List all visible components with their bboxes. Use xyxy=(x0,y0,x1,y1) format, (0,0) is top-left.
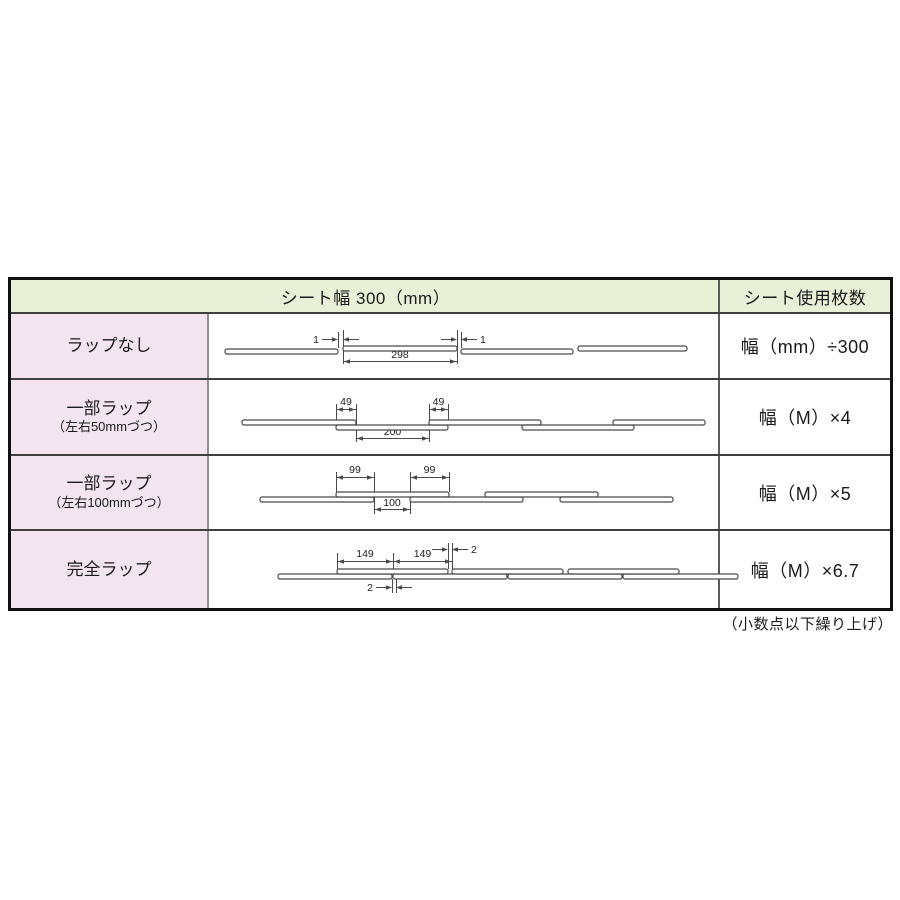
sheet-bar xyxy=(392,573,508,580)
sheet-bar xyxy=(559,496,674,503)
header-sheet-usage-label: シート使用枚数 xyxy=(743,288,867,308)
arrowhead-icon xyxy=(422,436,428,441)
gap-dimension-label: 1 xyxy=(313,334,319,346)
column-divider-usage xyxy=(718,280,720,608)
arrowhead-icon xyxy=(343,337,349,342)
row-label-partial-lap-100: 一部ラップ （左右100mmづつ） xyxy=(11,456,207,529)
arrowhead-icon xyxy=(349,407,355,412)
gap-dimension-label: 2 xyxy=(471,544,477,556)
sheet-bar xyxy=(224,348,339,355)
arrowhead-icon xyxy=(396,585,402,590)
row-sublabel-text: （左右100mmづつ） xyxy=(48,494,170,510)
sheet-bar xyxy=(484,491,599,498)
row-label-partial-lap-50: 一部ラップ （左右50mmづつ） xyxy=(11,380,207,454)
dimension-label: 149 xyxy=(356,548,374,560)
header-sheet-width-label: シート幅 300（mm） xyxy=(280,288,451,308)
usage-formula: 幅（mm）÷300 xyxy=(740,337,870,357)
gap-dimension-label: 2 xyxy=(367,582,373,594)
row-label-text: 完全ラップ xyxy=(66,559,152,579)
arrowhead-icon xyxy=(461,337,467,342)
usage-cell-partial-lap-100: 幅（M）×5 xyxy=(720,456,890,529)
usage-cell-full-lap: 幅（M）×6.7 xyxy=(720,531,890,608)
diagram-row1: 298 1 1 xyxy=(224,330,688,364)
row-label-no-lap: ラップなし xyxy=(11,314,207,378)
row-separator xyxy=(11,312,890,314)
sheet-bar xyxy=(612,419,706,426)
arrowhead-icon xyxy=(451,337,457,342)
sheet-bar xyxy=(335,424,449,431)
arrowhead-icon xyxy=(445,559,451,564)
arrowhead-icon xyxy=(337,407,343,412)
arrowhead-icon xyxy=(411,475,417,480)
sheet-bar xyxy=(577,345,688,352)
row-label-full-lap: 完全ラップ xyxy=(11,531,207,608)
sheet-bar xyxy=(428,419,542,426)
usage-formula: 幅（M）×5 xyxy=(758,483,852,504)
row-separator xyxy=(11,378,890,380)
dimension-label: 99 xyxy=(349,464,361,476)
gap-dimension-label: 1 xyxy=(480,334,486,346)
sheet-bar xyxy=(336,568,449,575)
usage-cell-partial-lap-50: 幅（M）×4 xyxy=(720,380,890,454)
arrowhead-icon xyxy=(375,507,381,512)
sheet-bar xyxy=(241,419,357,426)
spec-table: シート幅 300（mm） シート使用枚数 ラップなし 一部ラップ （左右50mm… xyxy=(8,277,893,611)
arrowhead-icon xyxy=(442,475,448,480)
arrowhead-icon xyxy=(367,475,373,480)
diagram-row4: 149 149 2 2 xyxy=(277,543,739,594)
diagram-row3: 99 99 100 xyxy=(259,464,674,514)
arrowhead-icon xyxy=(430,407,436,412)
sheet-bar xyxy=(277,573,393,580)
row-label-text: 一部ラップ xyxy=(66,398,152,418)
arrowhead-icon xyxy=(337,475,343,480)
row-label-text: ラップなし xyxy=(66,336,152,356)
sheet-bar xyxy=(521,424,635,431)
arrowhead-icon xyxy=(338,559,344,564)
sheet-bar xyxy=(460,348,574,355)
usage-formula: 幅（M）×6.7 xyxy=(750,560,860,581)
row-separator xyxy=(11,529,890,531)
sheet-bar xyxy=(451,568,564,575)
arrowhead-icon xyxy=(403,507,409,512)
arrowhead-icon xyxy=(357,436,363,441)
sheet-bar xyxy=(567,568,680,575)
arrowhead-icon xyxy=(450,359,456,364)
sheet-bar xyxy=(259,496,375,503)
arrowhead-icon xyxy=(386,585,392,590)
row-separator xyxy=(11,454,890,456)
sheet-bar xyxy=(409,496,524,503)
usage-formula: 幅（M）×4 xyxy=(758,408,852,428)
column-divider-label xyxy=(207,314,209,608)
arrowhead-icon xyxy=(394,559,400,564)
dimension-label: 298 xyxy=(391,349,409,361)
arrowhead-icon xyxy=(442,547,448,552)
dimension-label: 99 xyxy=(424,464,436,476)
arrowhead-icon xyxy=(344,359,350,364)
arrowhead-icon xyxy=(386,559,392,564)
arrowhead-icon xyxy=(441,407,447,412)
header-sheet-usage: シート使用枚数 xyxy=(720,280,890,312)
dimension-label: 149 xyxy=(414,548,432,560)
header-sheet-width: シート幅 300（mm） xyxy=(11,280,720,312)
dimension-label: 49 xyxy=(433,396,445,408)
usage-cell-no-lap: 幅（mm）÷300 xyxy=(720,314,890,378)
sheet-bar xyxy=(342,345,458,352)
arrowhead-icon xyxy=(452,547,458,552)
arrowhead-icon xyxy=(332,337,338,342)
row-label-text: 一部ラップ xyxy=(66,474,152,494)
footnote: （小数点以下繰り上げ） xyxy=(722,616,893,633)
row-sublabel-text: （左右50mmづつ） xyxy=(51,419,167,435)
dimension-label: 49 xyxy=(340,396,352,408)
sheet-bar xyxy=(507,573,623,580)
sheet-bar xyxy=(335,491,450,498)
sheet-bar xyxy=(622,573,739,580)
dimension-label: 100 xyxy=(383,497,401,509)
